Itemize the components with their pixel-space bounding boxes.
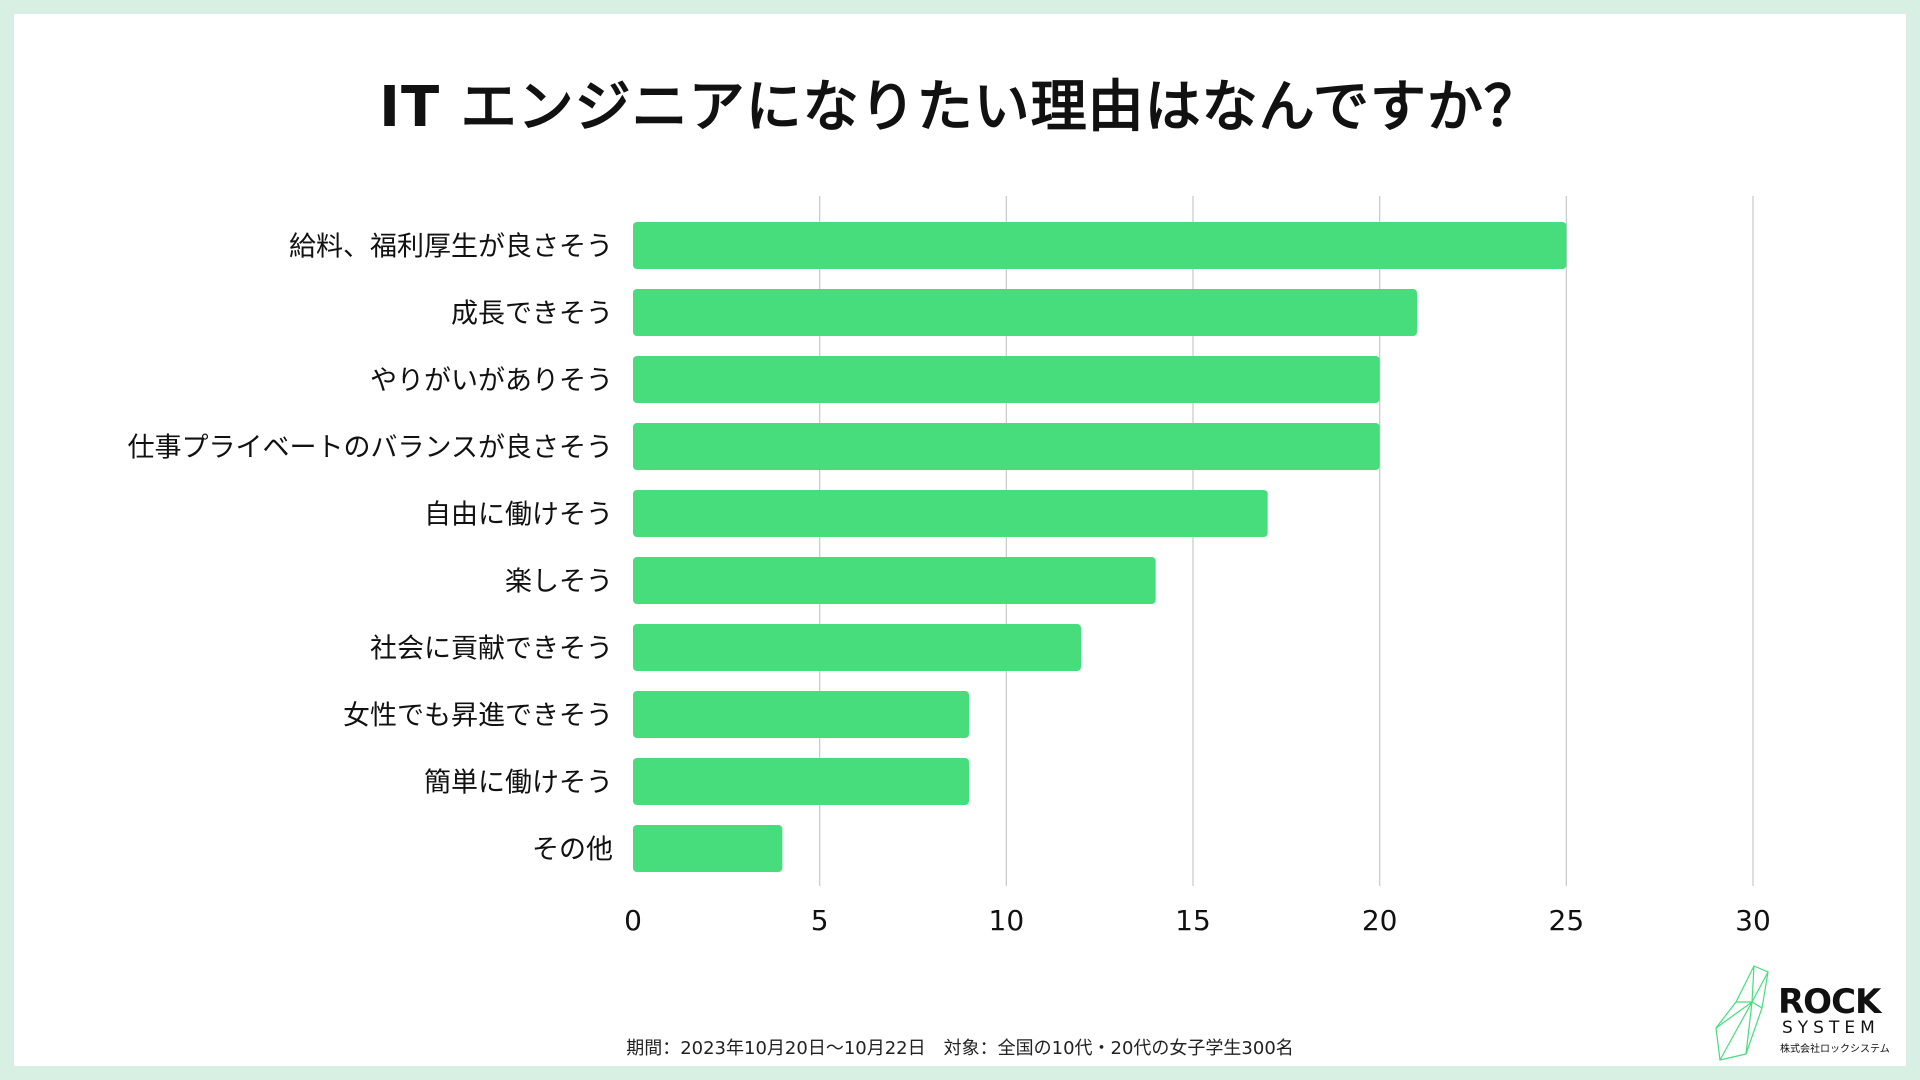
category-label: 自由に働けそう	[424, 500, 613, 531]
bar	[633, 825, 783, 872]
bar	[633, 356, 1380, 403]
survey-footnote: 期間：2023年10月20日〜10月22日 対象：全国の10代・20代の女子学生…	[626, 1038, 1294, 1059]
chart-card	[14, 14, 1906, 1066]
bar	[633, 490, 1268, 537]
logo-company: 株式会社ロックシステム	[1780, 1044, 1890, 1055]
bar	[633, 758, 969, 805]
company-logo: ROCK SYSTEM 株式会社ロックシステム	[1706, 962, 1906, 1062]
bar	[633, 222, 1567, 269]
category-label: 仕事プライベートのバランスが良さそう	[128, 433, 613, 464]
chart-title: IT エンジニアになりたい理由はなんですか？	[379, 75, 1541, 140]
logo-sub: SYSTEM	[1782, 1018, 1880, 1038]
category-label: 給料、福利厚生が良さそう	[289, 232, 613, 263]
bar	[633, 423, 1380, 470]
bar	[633, 557, 1156, 604]
category-label: 女性でも昇進できそう	[343, 701, 613, 732]
category-labels: 給料、福利厚生が良さそう成長できそうやりがいがありそう仕事プライベートのバランス…	[128, 232, 613, 866]
category-label: やりがいがありそう	[370, 366, 613, 397]
x-tick-label: 10	[989, 904, 1025, 937]
category-label: 楽しそう	[505, 567, 613, 598]
x-tick-labels: 0 5 10 15 20 25 30	[624, 904, 1771, 937]
crystal-logo-icon	[1715, 965, 1769, 1061]
x-tick-label: 30	[1735, 904, 1771, 937]
bar	[633, 691, 969, 738]
category-label: 成長できそう	[451, 299, 613, 330]
x-tick-label: 25	[1549, 904, 1585, 937]
x-tick-label: 20	[1362, 904, 1398, 937]
category-label: 社会に貢献できそう	[370, 634, 613, 665]
x-tick-label: 15	[1175, 904, 1211, 937]
bar	[633, 624, 1081, 671]
category-label: 簡単に働けそう	[424, 768, 613, 799]
x-tick-label: 5	[811, 904, 829, 937]
x-tick-label: 0	[624, 904, 642, 937]
bar	[633, 289, 1417, 336]
bar-chart: 給料、福利厚生が良さそう成長できそうやりがいがありそう仕事プライベートのバランス…	[128, 196, 1771, 937]
category-label: その他	[532, 835, 613, 866]
logo-name: ROCK	[1778, 982, 1881, 1022]
bars	[633, 222, 1567, 872]
